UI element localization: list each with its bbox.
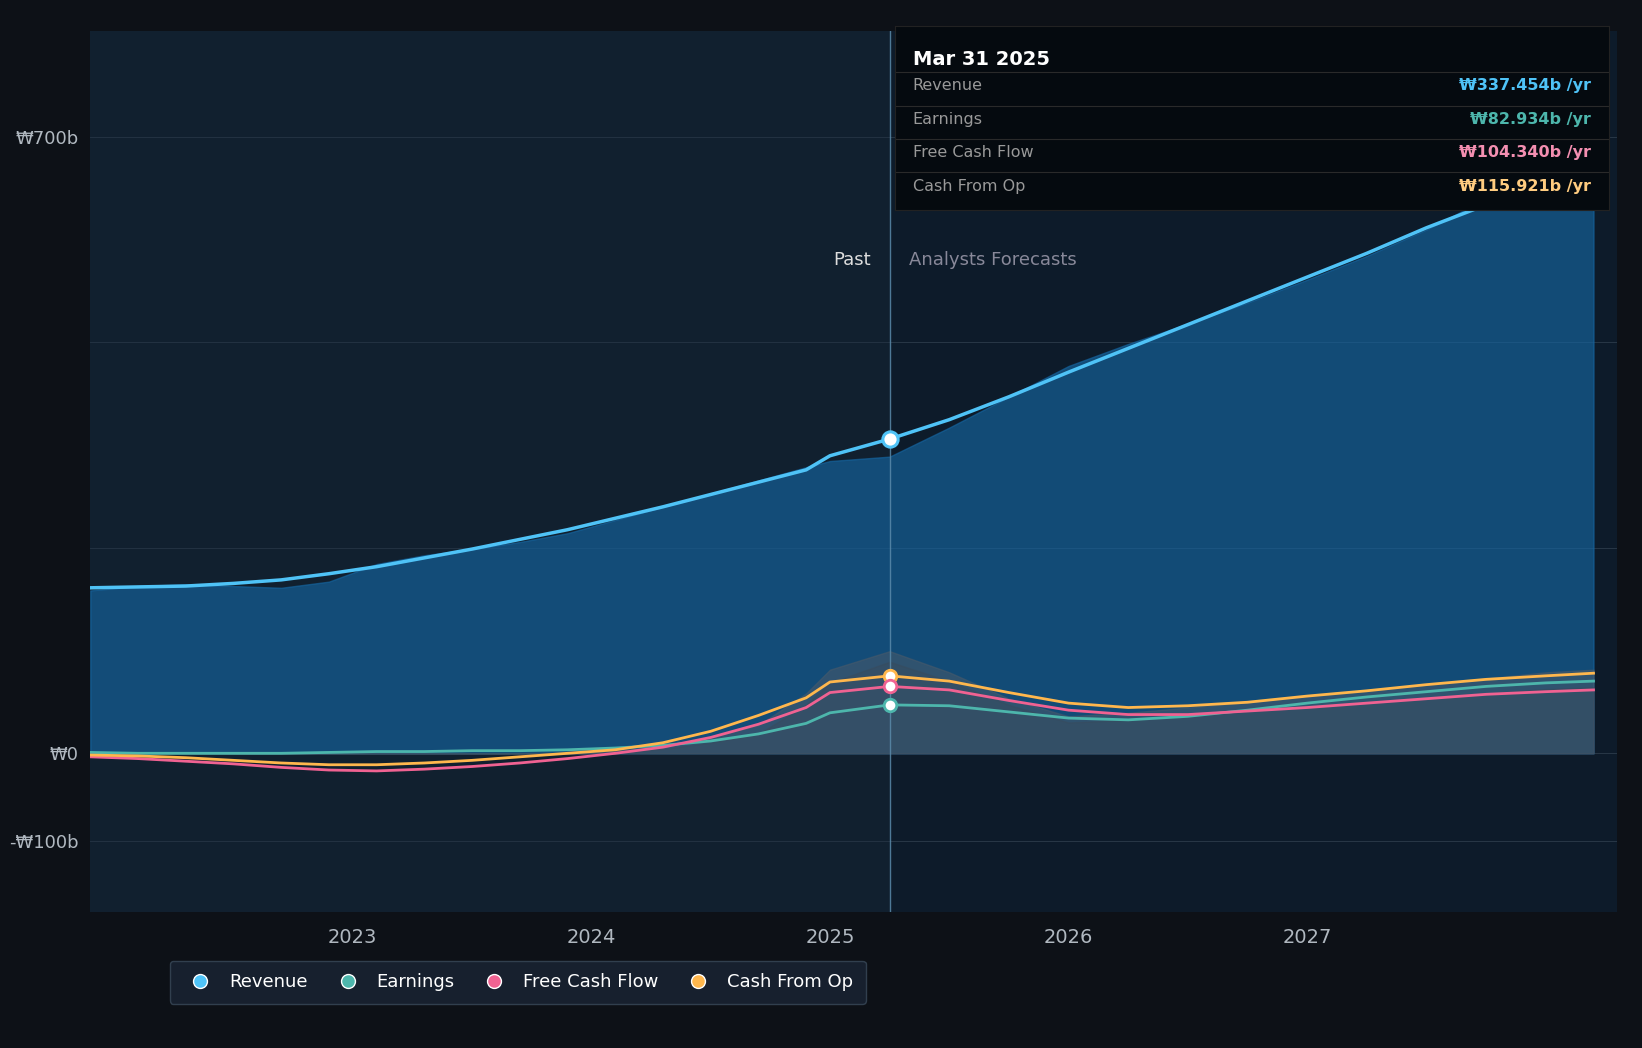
Text: Analysts Forecasts: Analysts Forecasts bbox=[908, 252, 1077, 269]
Text: Past: Past bbox=[832, 252, 870, 269]
Text: Earnings: Earnings bbox=[913, 112, 984, 127]
Text: ₩82.934b /yr: ₩82.934b /yr bbox=[1471, 112, 1591, 127]
Text: ₩337.454b /yr: ₩337.454b /yr bbox=[1460, 79, 1591, 93]
Legend: Revenue, Earnings, Free Cash Flow, Cash From Op: Revenue, Earnings, Free Cash Flow, Cash … bbox=[169, 961, 865, 1004]
Text: Revenue: Revenue bbox=[913, 79, 984, 93]
Bar bbox=[90, 31, 890, 912]
Text: Free Cash Flow: Free Cash Flow bbox=[913, 146, 1033, 160]
Text: ₩104.340b /yr: ₩104.340b /yr bbox=[1460, 146, 1591, 160]
Text: ₩115.921b /yr: ₩115.921b /yr bbox=[1460, 178, 1591, 194]
Text: Cash From Op: Cash From Op bbox=[913, 178, 1025, 194]
Text: Mar 31 2025: Mar 31 2025 bbox=[913, 50, 1049, 69]
